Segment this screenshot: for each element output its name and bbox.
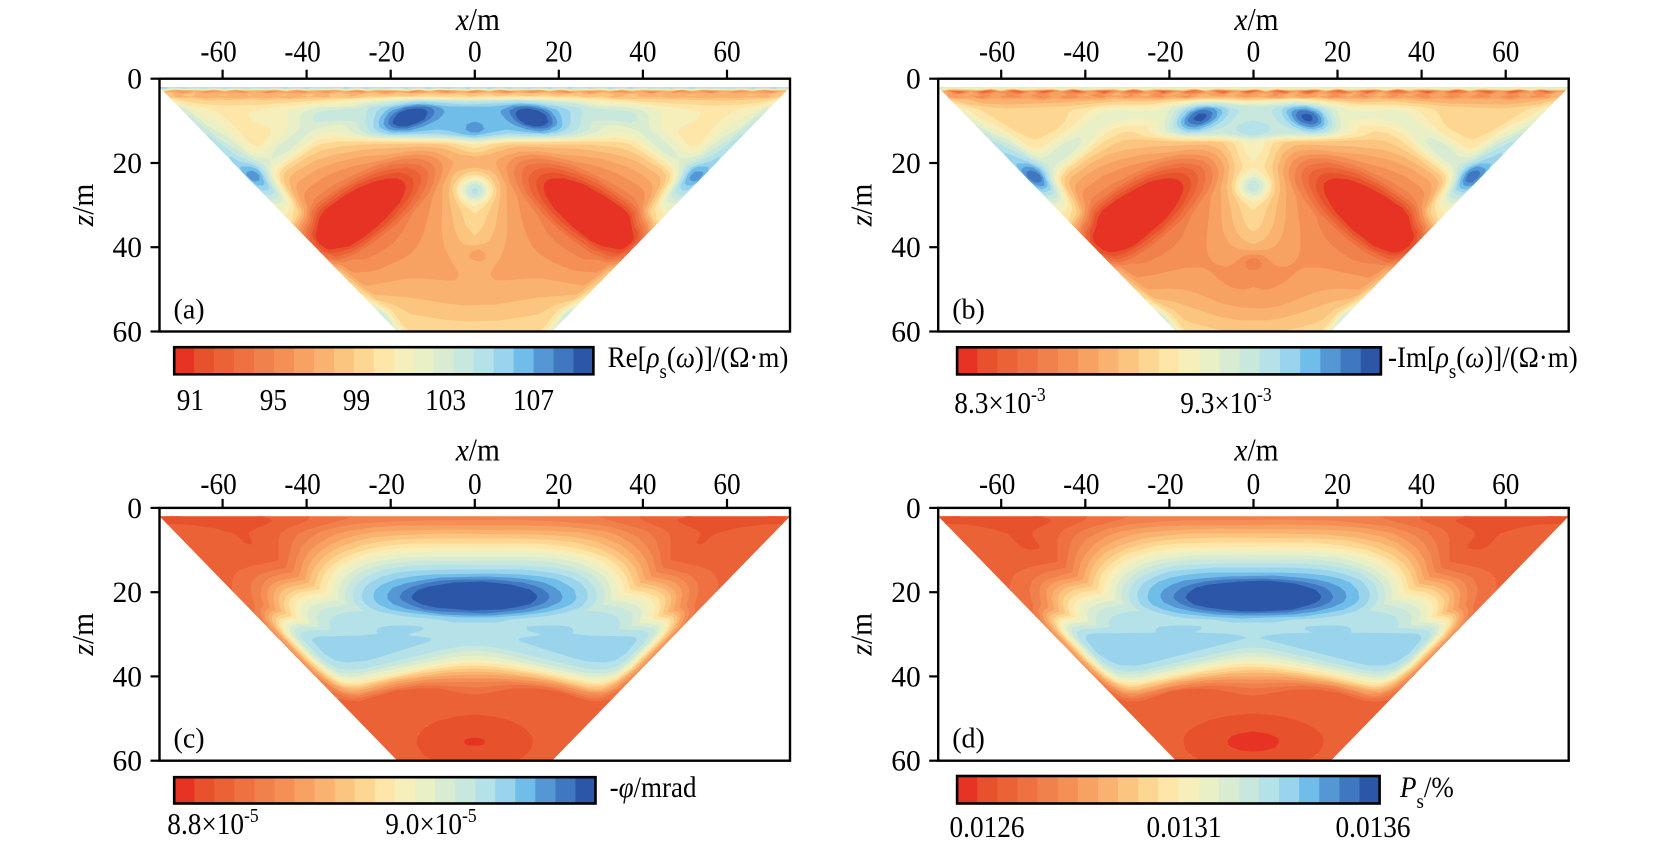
svg-text:60: 60: [113, 317, 143, 349]
svg-text:0.0136: 0.0136: [1336, 810, 1411, 844]
svg-text:60: 60: [713, 35, 740, 69]
svg-text:60: 60: [1492, 467, 1519, 501]
svg-text:20: 20: [891, 148, 921, 180]
svg-text:-40: -40: [284, 467, 320, 501]
svg-text:(c): (c): [174, 724, 205, 755]
svg-text:95: 95: [260, 383, 287, 417]
svg-text:-60: -60: [979, 467, 1015, 501]
svg-text:20: 20: [545, 35, 572, 69]
svg-text:x/m: x/m: [455, 432, 500, 467]
svg-text:40: 40: [891, 661, 921, 693]
svg-text:0: 0: [906, 493, 921, 525]
svg-text:60: 60: [1492, 35, 1519, 69]
svg-text:20: 20: [1324, 35, 1351, 69]
svg-text:-40: -40: [1063, 467, 1099, 501]
svg-text:20: 20: [1324, 467, 1351, 501]
svg-text:Ps/%: Ps/%: [1399, 772, 1454, 813]
svg-text:103: 103: [425, 383, 466, 417]
svg-text:20: 20: [113, 577, 143, 609]
svg-text:-60: -60: [200, 35, 236, 69]
svg-text:91: 91: [177, 383, 204, 417]
svg-text:40: 40: [1408, 35, 1435, 69]
svg-text:0: 0: [1247, 35, 1261, 69]
svg-text:8.8×10-5: 8.8×10-5: [167, 805, 258, 841]
svg-text:107: 107: [513, 383, 554, 417]
svg-text:40: 40: [1408, 467, 1435, 501]
svg-text:40: 40: [113, 232, 143, 264]
svg-text:99: 99: [343, 383, 370, 417]
svg-text:-20: -20: [1147, 35, 1183, 69]
svg-text:(a): (a): [174, 295, 205, 326]
svg-text:0: 0: [468, 35, 482, 69]
svg-text:0.0131: 0.0131: [1147, 810, 1222, 844]
svg-text:-60: -60: [200, 467, 236, 501]
svg-text:20: 20: [891, 577, 921, 609]
svg-text:40: 40: [629, 35, 656, 69]
svg-text:-60: -60: [979, 35, 1015, 69]
svg-text:x/m: x/m: [1233, 2, 1278, 37]
svg-text:z/m: z/m: [844, 612, 879, 656]
svg-text:(b): (b): [952, 295, 985, 326]
svg-text:0: 0: [1247, 467, 1261, 501]
svg-text:0: 0: [127, 493, 142, 525]
svg-text:0.0126: 0.0126: [950, 810, 1025, 844]
svg-text:z/m: z/m: [65, 612, 100, 656]
svg-text:z/m: z/m: [65, 183, 100, 227]
svg-text:-20: -20: [369, 467, 405, 501]
svg-text:60: 60: [113, 746, 143, 778]
svg-text:9.0×10-5: 9.0×10-5: [385, 805, 476, 841]
svg-text:-40: -40: [1063, 35, 1099, 69]
svg-text:8.3×10-3: 8.3×10-3: [954, 384, 1045, 420]
svg-text:40: 40: [629, 467, 656, 501]
svg-text:40: 40: [113, 661, 143, 693]
svg-text:x/m: x/m: [1233, 432, 1278, 467]
svg-text:9.3×10-3: 9.3×10-3: [1180, 384, 1271, 420]
svg-text:60: 60: [891, 317, 921, 349]
svg-text:z/m: z/m: [844, 183, 879, 227]
svg-text:20: 20: [545, 467, 572, 501]
svg-text:20: 20: [113, 148, 143, 180]
svg-text:60: 60: [891, 746, 921, 778]
svg-text:(d): (d): [952, 724, 985, 755]
svg-text:0: 0: [127, 64, 142, 96]
svg-text:-40: -40: [284, 35, 320, 69]
svg-text:0: 0: [906, 64, 921, 96]
svg-text:0: 0: [468, 467, 482, 501]
svg-text:60: 60: [713, 467, 740, 501]
svg-text:-φ/mrad: -φ/mrad: [610, 772, 697, 805]
svg-text:x/m: x/m: [455, 2, 500, 37]
svg-text:-20: -20: [369, 35, 405, 69]
svg-text:40: 40: [891, 232, 921, 264]
svg-text:-20: -20: [1147, 467, 1183, 501]
